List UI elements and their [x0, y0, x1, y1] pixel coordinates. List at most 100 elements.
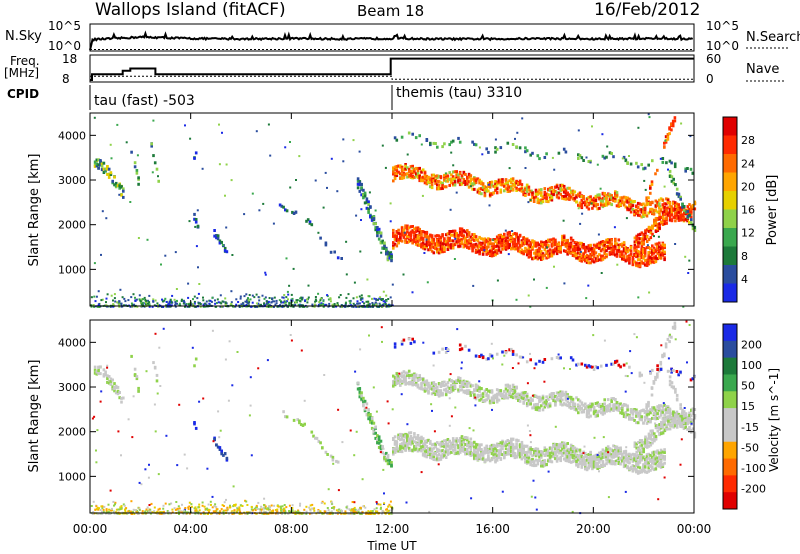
- ground-cell: [224, 304, 227, 306]
- ground-cell: [283, 300, 286, 303]
- cell: [532, 242, 536, 246]
- cell: [443, 185, 446, 189]
- cell: [601, 191, 605, 195]
- cell: [670, 179, 674, 183]
- cell: [397, 433, 400, 437]
- cell: [379, 447, 383, 450]
- cell: [404, 166, 407, 170]
- cell: [114, 184, 118, 187]
- ground-cell: [352, 305, 355, 308]
- cell: [658, 255, 661, 259]
- cell: [444, 439, 448, 442]
- cell: [436, 145, 439, 149]
- cell: [608, 201, 612, 205]
- noise-cell: [521, 117, 524, 120]
- cell: [536, 257, 540, 261]
- ground-cell: [257, 302, 260, 305]
- noise-cell: [667, 168, 669, 171]
- cell: [651, 406, 654, 410]
- cell: [473, 388, 476, 392]
- ground-cell: [329, 297, 332, 300]
- cell: [548, 252, 552, 256]
- cell: [513, 242, 517, 246]
- cell: [594, 199, 598, 202]
- cell: [443, 443, 446, 447]
- cell: [525, 395, 529, 398]
- cell: [397, 164, 400, 168]
- cell: [464, 244, 467, 248]
- cell: [476, 244, 480, 248]
- ground-cell: [140, 303, 143, 306]
- cell: [577, 245, 580, 249]
- cell: [640, 231, 644, 235]
- cell: [95, 162, 99, 166]
- cell: [645, 263, 649, 267]
- ground-cell: [387, 305, 390, 308]
- cell: [421, 378, 425, 382]
- cell: [95, 370, 99, 374]
- cell: [635, 240, 638, 244]
- cell: [631, 207, 635, 211]
- cell: [525, 392, 529, 396]
- noise-cell: [455, 191, 458, 194]
- cell: [358, 387, 362, 390]
- cell: [503, 234, 506, 238]
- cell: [298, 419, 301, 423]
- ground-cell: [322, 305, 325, 308]
- cell: [532, 196, 536, 200]
- noise-cell: [411, 167, 414, 170]
- cell: [517, 393, 520, 397]
- cell: [474, 238, 478, 241]
- cell: [467, 241, 471, 245]
- cell: [443, 246, 446, 250]
- cell: [114, 181, 118, 185]
- cell: [555, 195, 559, 199]
- cell: [518, 188, 522, 192]
- cell: [635, 421, 638, 425]
- cell: [647, 238, 651, 242]
- cell: [499, 250, 503, 254]
- cell: [362, 196, 365, 200]
- cell: [453, 232, 457, 236]
- cell: [575, 241, 578, 245]
- noise-cell: [225, 163, 228, 166]
- cell: [485, 245, 488, 249]
- cell: [402, 375, 406, 379]
- cell: [393, 234, 397, 238]
- cell: [503, 232, 506, 236]
- ground-cell: [202, 303, 205, 306]
- noise-cell: [197, 266, 199, 269]
- cell: [557, 191, 561, 195]
- noise-cell: [231, 254, 234, 256]
- noise-cell: [659, 205, 662, 207]
- cell: [661, 243, 665, 247]
- noise-cell: [688, 259, 691, 262]
- noise-cell: [125, 141, 128, 144]
- cell: [446, 239, 450, 242]
- noise-cell: [345, 240, 348, 243]
- cell: [654, 248, 658, 252]
- cell: [395, 234, 399, 238]
- ground-cell: [387, 298, 390, 300]
- cell: [531, 239, 534, 243]
- noise-cell: [507, 253, 510, 256]
- cell: [569, 406, 573, 410]
- ground-cell: [367, 303, 370, 306]
- cell: [430, 236, 434, 240]
- noise-cell: [402, 273, 405, 276]
- cell: [437, 174, 441, 178]
- cell: [658, 202, 661, 206]
- ground-cell: [349, 302, 352, 305]
- cell: [640, 215, 643, 219]
- cell: [107, 381, 111, 385]
- cell: [543, 190, 547, 194]
- cell: [684, 210, 688, 214]
- cell: [598, 402, 601, 406]
- cell: [543, 196, 547, 200]
- cell: [400, 135, 404, 139]
- ground-cell: [287, 298, 289, 301]
- cell: [441, 181, 444, 185]
- cell: [466, 391, 469, 395]
- cell: [104, 373, 107, 377]
- cell: [427, 238, 430, 242]
